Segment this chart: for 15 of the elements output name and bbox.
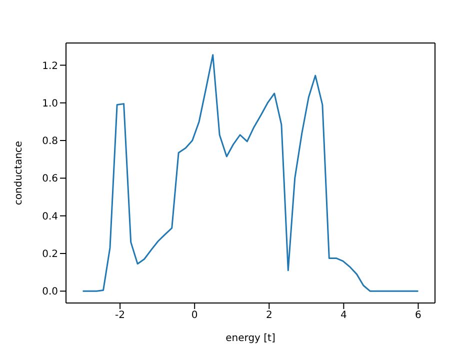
y-tick-label: 0.0 <box>42 286 58 298</box>
line-series <box>82 54 419 292</box>
y-tick-label: 0.4 <box>42 211 58 222</box>
y-tick-label: 0.6 <box>42 174 58 185</box>
y-tick-label: 0.8 <box>42 136 58 148</box>
y-tick-label: 1.2 <box>42 60 58 72</box>
y-tick-label: 1.0 <box>42 98 58 110</box>
x-tick-label: 6 <box>415 310 422 322</box>
x-tick-label: 4 <box>340 310 347 322</box>
x-tick-label: 0 <box>191 310 198 322</box>
x-axis-title: energy [t] <box>226 333 276 344</box>
x-tick-label: 2 <box>266 310 272 322</box>
y-tick-label: 0.2 <box>42 249 58 260</box>
x-tick-label: -2 <box>115 310 126 322</box>
y-axis-title: conductance <box>14 140 25 206</box>
